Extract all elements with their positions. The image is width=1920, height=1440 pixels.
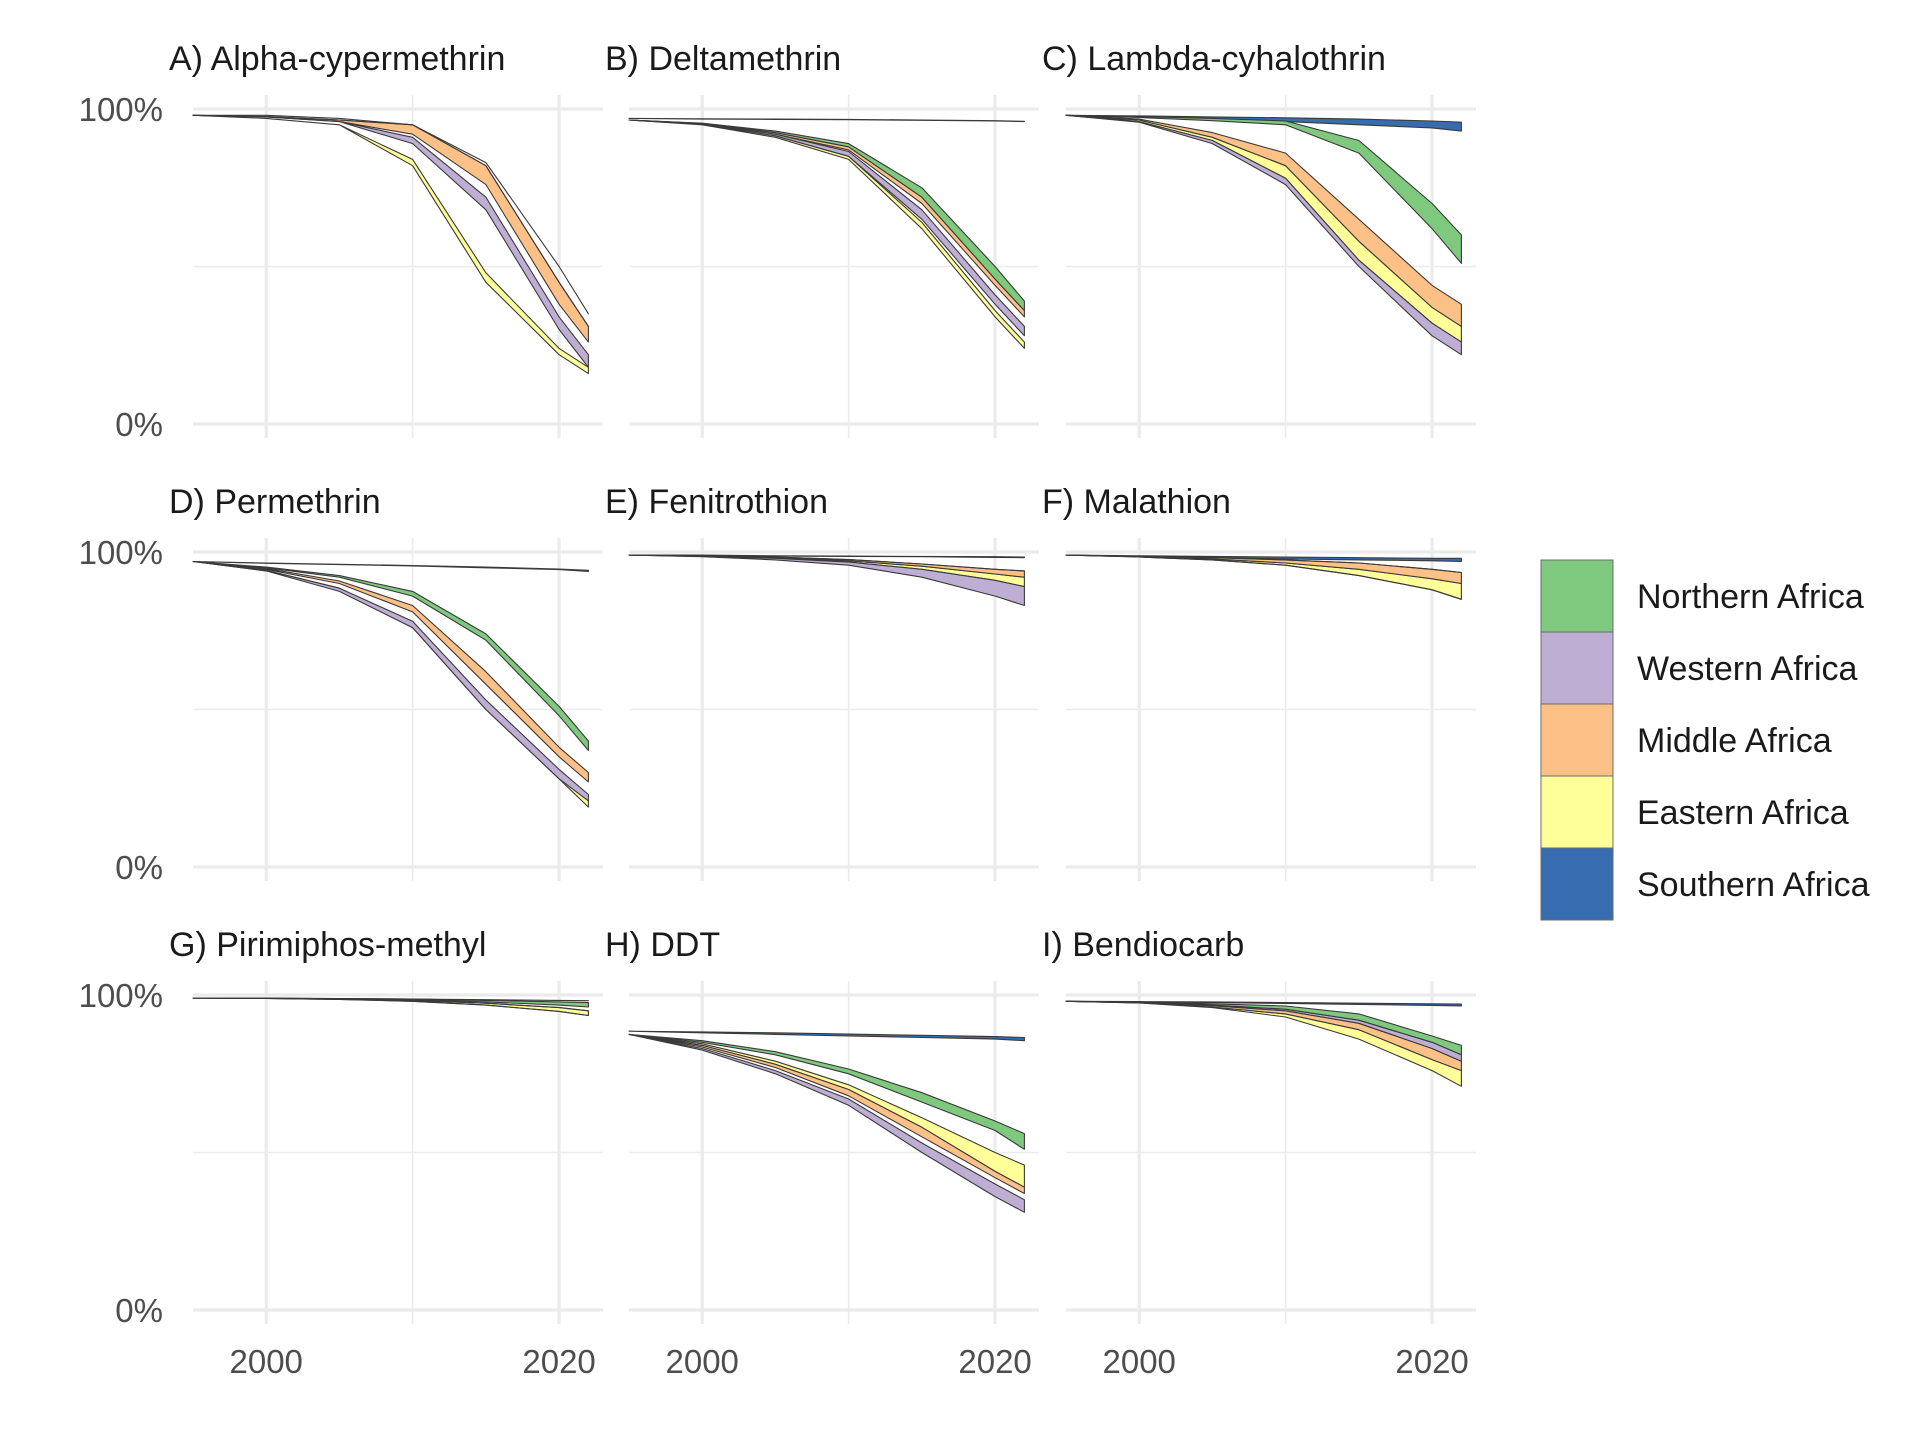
band-southern-africa (1065, 1000, 1462, 1007)
panel-grid (1066, 95, 1476, 438)
legend-key-middle-africa (1540, 703, 1614, 777)
x-tick-label: 2020 (958, 1343, 1031, 1380)
band-northern-africa (192, 560, 589, 752)
legend-label: Middle Africa (1637, 722, 1832, 760)
panel-grid (1066, 538, 1476, 881)
band-northern-africa (192, 114, 589, 327)
panel-title: H) DDT (605, 926, 720, 964)
legend-label: Southern Africa (1637, 866, 1870, 904)
y-tick-label: 0% (115, 1292, 163, 1329)
y-tick-label: 0% (115, 406, 163, 443)
band-middle-africa (192, 560, 589, 783)
panel-title: C) Lambda-cyhalothrin (1042, 40, 1386, 78)
band-northern-africa (628, 554, 1025, 572)
panel-9: I) Bendiocarb (1042, 926, 1476, 1324)
panel-grid (629, 95, 1039, 438)
panel-3: C) Lambda-cyhalothrin (1042, 40, 1476, 438)
legend-label: Eastern Africa (1637, 794, 1849, 832)
axis-labels: 0% 100% 0% 100% 0% 100% 2000 2020 2000 2020 2000 20… (79, 91, 1469, 1380)
panel-1: A) Alpha-cypermethrin (169, 40, 603, 438)
legend: Northern Africa Western Africa Middle Afri… (1540, 559, 1870, 921)
band-southern-africa (628, 117, 1025, 123)
band-northern-africa (628, 119, 1025, 312)
band-southern-africa (192, 114, 589, 315)
band-western-africa (628, 1033, 1025, 1213)
band-southern-africa (628, 1030, 1025, 1042)
y-tick-label: 100% (79, 91, 163, 128)
band-western-africa (628, 119, 1025, 337)
y-tick-label: 100% (79, 534, 163, 571)
panel-4: D) Permethrin (169, 483, 603, 881)
band-northern-africa (1065, 554, 1462, 574)
band-western-africa (1065, 114, 1462, 356)
legend-label: Western Africa (1637, 650, 1858, 688)
legend-key-western-africa (1540, 631, 1614, 705)
band-middle-africa (628, 1033, 1025, 1195)
band-western-africa (1065, 554, 1462, 600)
panel-grid (193, 981, 603, 1324)
chart-panels: A) Alpha-cypermethrin B) Deltamethrin C) L… (169, 40, 1476, 1324)
y-tick-label: 0% (115, 849, 163, 886)
panel-title: F) Malathion (1042, 483, 1231, 521)
band-western-africa (192, 560, 589, 802)
band-northern-africa (192, 997, 589, 1008)
band-eastern-africa (192, 114, 589, 375)
band-western-africa (192, 114, 589, 368)
legend-key-eastern-africa (1540, 775, 1614, 849)
band-western-africa (628, 554, 1025, 607)
panel-title: B) Deltamethrin (605, 40, 841, 78)
x-tick-label: 2000 (666, 1343, 739, 1380)
panel-grid (193, 538, 603, 881)
panel-title: I) Bendiocarb (1042, 926, 1244, 964)
legend-key-northern-africa (1540, 559, 1614, 633)
panel-6: F) Malathion (1042, 483, 1476, 881)
x-tick-label: 2000 (1103, 1343, 1176, 1380)
legend-key-southern-africa (1540, 847, 1614, 921)
panel-7: G) Pirimiphos-methyl (169, 926, 603, 1324)
y-tick-label: 100% (79, 977, 163, 1014)
x-tick-label: 2020 (1395, 1343, 1468, 1380)
x-tick-label: 2000 (230, 1343, 303, 1380)
panel-2: B) Deltamethrin (605, 40, 1039, 438)
band-southern-africa (628, 554, 1025, 559)
legend-label: Northern Africa (1637, 578, 1864, 616)
panel-8: H) DDT (605, 926, 1039, 1324)
panel-title: G) Pirimiphos-methyl (169, 926, 486, 964)
band-northern-africa (628, 1033, 1025, 1150)
panel-title: E) Fenitrothion (605, 483, 828, 521)
band-middle-africa (1065, 114, 1462, 327)
panel-title: A) Alpha-cypermethrin (169, 40, 505, 78)
band-northern-africa (1065, 114, 1462, 264)
band-southern-africa (192, 560, 589, 573)
panel-5: E) Fenitrothion (605, 483, 1039, 881)
x-tick-label: 2020 (522, 1343, 595, 1380)
panel-title: D) Permethrin (169, 483, 381, 521)
band-northern-africa (1065, 1000, 1462, 1056)
